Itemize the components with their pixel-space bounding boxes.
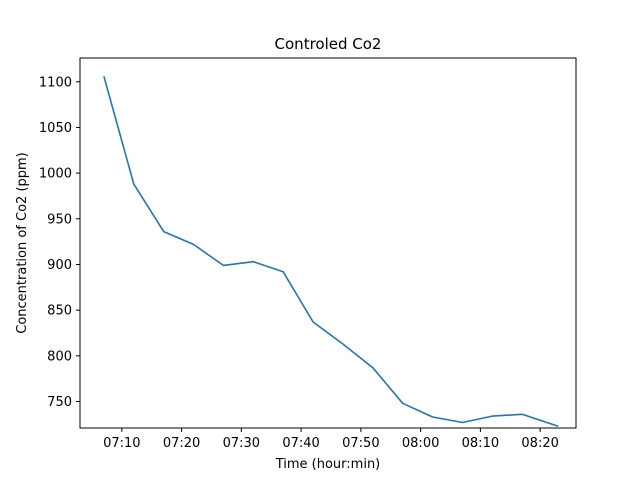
y-tick-label: 950 — [47, 212, 72, 227]
plot-area — [103, 76, 559, 427]
x-tick-label: 07:20 — [163, 436, 200, 451]
x-tick-label: 08:10 — [462, 436, 499, 451]
x-axis: 07:10 07:20 07:30 07:40 07:50 08:00 08:10 08:20 — [103, 428, 559, 451]
y-tick-label: 850 — [47, 304, 72, 319]
y-axis: 750 800 850 900 950 1000 1050 1100 — [39, 75, 80, 410]
co2-series-line — [103, 76, 559, 427]
x-axis-title: Time (hour:min) — [275, 457, 381, 472]
y-tick-label: 900 — [47, 258, 72, 273]
plot-frame — [79, 57, 577, 429]
y-tick-label: 1050 — [39, 121, 72, 136]
y-tick-label: 800 — [47, 349, 72, 364]
x-tick-label: 08:00 — [402, 436, 439, 451]
x-tick-label: 07:10 — [103, 436, 140, 451]
y-tick-label: 750 — [47, 395, 72, 410]
x-tick-label: 07:40 — [282, 436, 319, 451]
chart-title: Controled Co2 — [275, 35, 382, 53]
x-tick-label: 07:50 — [342, 436, 379, 451]
y-tick-label: 1000 — [39, 167, 72, 182]
y-tick-label: 1100 — [39, 75, 72, 90]
x-tick-label: 07:30 — [223, 436, 260, 451]
x-tick-label: 08:20 — [521, 436, 558, 451]
y-axis-title: Concentration of Co2 (ppm) — [15, 152, 30, 334]
